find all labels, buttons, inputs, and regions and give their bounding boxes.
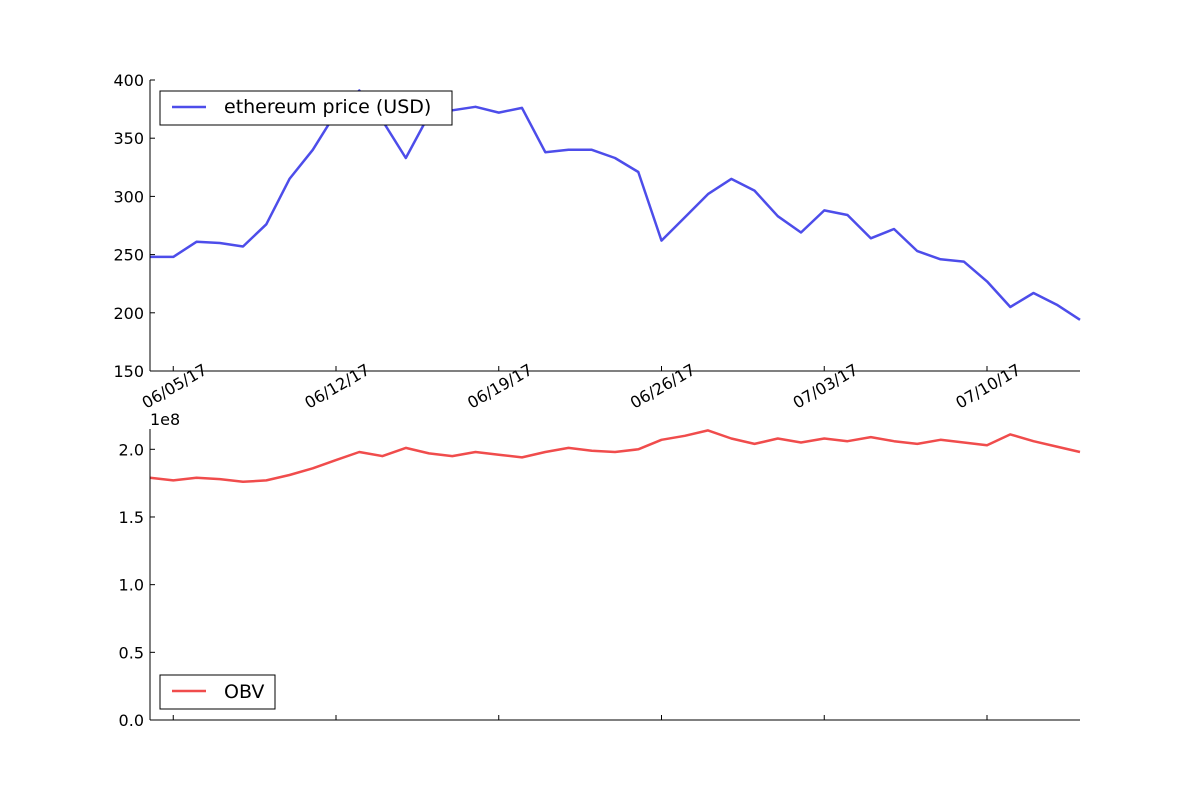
obv-legend: OBV [159,674,276,710]
obv-y-tick-label-4: 2.0 [119,440,144,459]
price-y-tick-label-3: 300 [113,187,144,206]
price-y-tick-label-5: 400 [113,71,144,90]
price-legend-label: ethereum price (USD) [224,96,431,118]
obv-series-line-0 [149,429,1081,484]
obv-y-tick-label-3: 1.5 [119,508,144,527]
price-y-tick-label-2: 250 [113,246,144,265]
obv-panel: 0.0 0.5 1.0 1.5 2.0 1e8 OBV [119,410,1081,730]
price-y-tick-label-1: 200 [113,304,144,323]
price-y-tick-label-0: 150 [113,362,144,381]
price-legend-box [159,90,453,126]
obv-series-layer [149,429,1081,484]
obv-y-tick-label-1: 0.5 [119,643,144,662]
obv-y-tick-label-0: 0.0 [119,711,144,730]
price-legend: ethereum price (USD) [159,90,453,126]
obv-legend-label: OBV [224,681,264,703]
price-series-line-0 [150,89,1081,321]
obv-axes: 0.0 0.5 1.0 1.5 2.0 [119,429,1080,730]
price-series-layer [150,89,1081,321]
obv-y-tick-label-2: 1.0 [119,576,144,595]
price-y-tick-label-4: 350 [113,129,144,148]
obv-offset-text: 1e8 [150,410,180,429]
